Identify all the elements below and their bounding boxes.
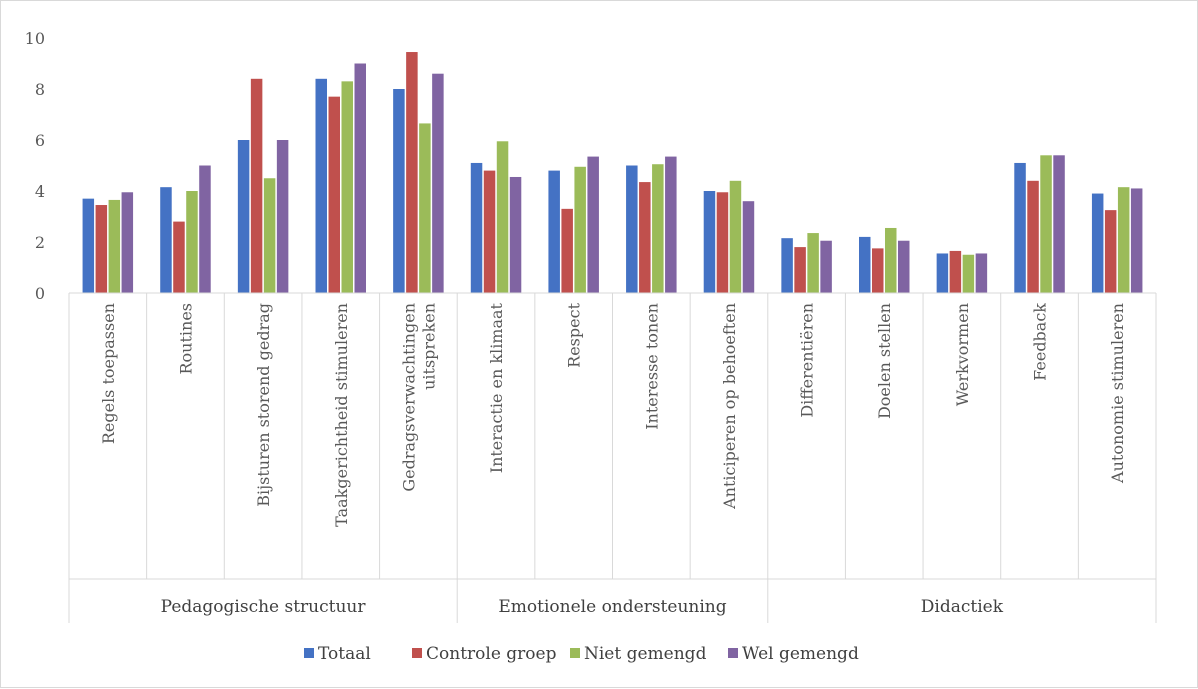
group-label: Didactiek — [921, 597, 1004, 617]
bar-controle-groep — [794, 247, 806, 293]
bar-niet-gemengd — [729, 180, 742, 293]
category-label: Autonomie stimuleren — [1108, 303, 1127, 484]
bar-niet-gemengd — [574, 166, 586, 293]
bar-niet-gemengd — [885, 227, 897, 293]
legend: Totaal Controle groep Niet gemengd Wel geme… — [304, 644, 859, 664]
group-label: Emotionele ondersteuning — [498, 597, 726, 617]
bars — [82, 52, 1143, 294]
bar-wel-gemengd — [509, 176, 522, 293]
bar-totaal — [936, 253, 949, 293]
category-label: Interesse tonen — [642, 303, 661, 430]
legend-label: Totaal — [318, 644, 371, 664]
bar-controle-groep — [716, 192, 729, 293]
bar-wel-gemengd — [587, 156, 599, 293]
group-label: Pedagogische structuur — [161, 597, 367, 617]
y-tick-label: 10 — [25, 29, 45, 48]
legend-label: Niet gemengd — [584, 644, 707, 664]
category-label: Feedback — [1031, 303, 1050, 381]
bar-controle-groep — [1104, 210, 1117, 294]
category-label: Regels toepassen — [99, 303, 118, 444]
bar-controle-groep — [250, 78, 263, 293]
legend-label: Controle groep — [426, 644, 557, 664]
legend-swatch — [412, 648, 422, 658]
category-label: Routines — [177, 303, 196, 375]
category-label: Gedragsverwachtingen — [399, 303, 418, 492]
category-label: Respect — [565, 302, 584, 367]
category-label: Interactie en klimaat — [487, 302, 506, 473]
bar-wel-gemengd — [1053, 155, 1065, 293]
bar-niet-gemengd — [186, 191, 198, 293]
category-label: Differentiëren — [798, 303, 817, 418]
category-label: uitspreken — [419, 303, 438, 390]
bar-controle-groep — [483, 170, 496, 293]
y-tick-label: 6 — [35, 131, 45, 150]
bar-wel-gemengd — [820, 240, 832, 293]
bar-niet-gemengd — [341, 81, 353, 293]
bar-niet-gemengd — [962, 254, 975, 293]
x-axis: Regels toepassen Routines Bijsturen storen… — [68, 292, 1157, 623]
bar-controle-groep — [561, 208, 573, 293]
bar-wel-gemengd — [665, 156, 677, 293]
bar-controle-groep — [328, 96, 340, 294]
bar-totaal — [1014, 162, 1026, 293]
bar-totaal — [82, 198, 95, 293]
bar-wel-gemengd — [199, 165, 211, 293]
bar-niet-gemengd — [496, 141, 509, 293]
bar-niet-gemengd — [419, 123, 431, 293]
bar-controle-groep — [949, 250, 962, 293]
bar-totaal — [548, 170, 560, 293]
legend-swatch — [570, 648, 580, 658]
bar-totaal — [781, 238, 793, 293]
category-label: Anticiperen op behoeften — [720, 303, 739, 510]
legend-swatch — [304, 648, 314, 658]
bar-totaal — [315, 78, 327, 293]
bar-niet-gemengd — [108, 199, 121, 293]
bar-totaal — [626, 165, 638, 293]
y-axis: 0 2 4 6 8 10 — [25, 29, 45, 303]
category-label: Doelen stellen — [875, 303, 894, 419]
bar-totaal — [237, 140, 250, 293]
bar-wel-gemengd — [975, 253, 988, 293]
y-tick-label: 2 — [35, 233, 45, 252]
category-label: Bijsturen storend gedrag — [254, 303, 273, 507]
bar-niet-gemengd — [652, 164, 664, 293]
bar-controle-groep — [406, 52, 418, 293]
bar-totaal — [393, 89, 405, 293]
bar-wel-gemengd — [432, 73, 444, 293]
bar-niet-gemengd — [807, 233, 819, 293]
bar-wel-gemengd — [898, 240, 910, 293]
legend-label: Wel gemengd — [742, 644, 859, 664]
category-label: Werkvormen — [953, 303, 972, 406]
bar-totaal — [703, 191, 716, 293]
bar-totaal — [160, 187, 172, 293]
bar-totaal — [1091, 193, 1104, 293]
bar-wel-gemengd — [1130, 188, 1143, 293]
category-label: Taakgerichtheid stimuleren — [332, 303, 351, 527]
y-tick-label: 0 — [35, 284, 45, 303]
bar-niet-gemengd — [1040, 155, 1052, 293]
bar-wel-gemengd — [121, 192, 134, 293]
bar-wel-gemengd — [276, 140, 289, 293]
bar-controle-groep — [872, 248, 884, 294]
bar-wel-gemengd — [354, 63, 366, 293]
bar-totaal — [859, 236, 871, 293]
bar-niet-gemengd — [263, 178, 276, 293]
bar-controle-groep — [95, 205, 108, 293]
bar-controle-groep — [1027, 180, 1039, 293]
bar-totaal — [470, 162, 483, 293]
y-tick-label: 8 — [35, 80, 45, 99]
legend-swatch — [728, 648, 738, 658]
bar-wel-gemengd — [742, 201, 755, 293]
bar-niet-gemengd — [1117, 187, 1130, 293]
y-tick-label: 4 — [35, 182, 45, 201]
bar-controle-groep — [173, 221, 185, 293]
bar-controle-groep — [639, 182, 651, 293]
